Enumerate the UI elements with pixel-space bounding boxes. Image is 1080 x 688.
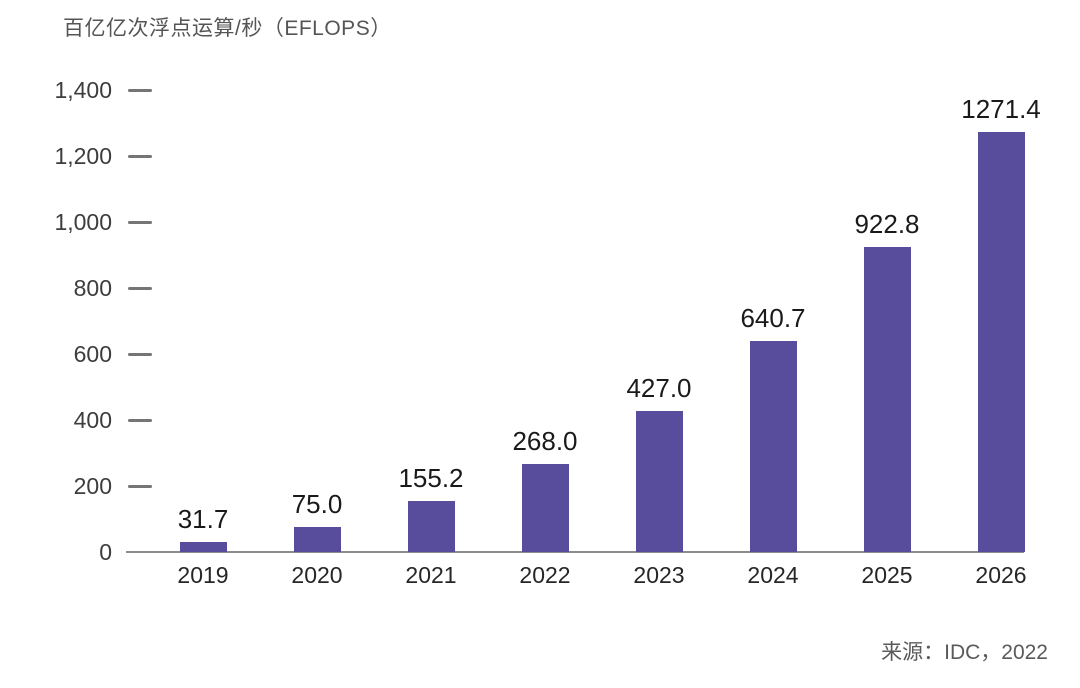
bar-2024 bbox=[749, 340, 797, 552]
y-tick-label: 800 bbox=[73, 275, 112, 301]
y-tick-label: 1,400 bbox=[54, 77, 112, 103]
bar-value-label: 922.8 bbox=[854, 209, 920, 240]
x-category-label: 2025 bbox=[861, 562, 913, 588]
chart-title: 百亿亿次浮点运算/秒（EFLOPS） bbox=[63, 17, 392, 40]
bar-value-label: 155.2 bbox=[398, 462, 464, 493]
y-tick-label: 400 bbox=[73, 407, 112, 433]
y-tick-label: 1,000 bbox=[54, 209, 112, 235]
x-category-label: 2021 bbox=[405, 562, 457, 588]
bar-value-label: 31.7 bbox=[177, 503, 229, 534]
plot-area: 31.7 75.0 155.2 268.0 427.0 640.7 922.8 1271.4 bbox=[126, 90, 1041, 553]
x-category-label: 2024 bbox=[747, 562, 799, 588]
y-tick-label: 1,200 bbox=[54, 143, 112, 169]
y-tick-mark bbox=[128, 88, 152, 92]
y-tick-label: 200 bbox=[73, 473, 112, 499]
bar-2022 bbox=[521, 463, 569, 552]
bar-2023 bbox=[635, 411, 683, 552]
x-category-label: 2022 bbox=[519, 562, 571, 588]
x-category-label: 2026 bbox=[975, 562, 1027, 588]
y-tick-label: 600 bbox=[73, 341, 112, 367]
bar-value-label: 640.7 bbox=[740, 302, 806, 333]
y-tick-label: 0 bbox=[99, 539, 112, 565]
bar-2019 bbox=[179, 541, 227, 552]
bar-value-label: 1271.4 bbox=[961, 94, 1041, 125]
bar-value-label: 427.0 bbox=[626, 373, 692, 404]
x-category-label: 2019 bbox=[177, 562, 229, 588]
bar-2020 bbox=[293, 527, 341, 552]
y-tick-mark bbox=[128, 286, 152, 290]
source-note: 来源：IDC，2022 bbox=[881, 641, 1048, 664]
y-tick-mark bbox=[128, 418, 152, 422]
x-category-label: 2020 bbox=[291, 562, 343, 588]
x-axis-line bbox=[126, 551, 1024, 553]
bar-2025 bbox=[863, 247, 911, 552]
bar-2021 bbox=[407, 500, 455, 552]
bar-value-label: 75.0 bbox=[291, 489, 343, 520]
bar-value-label: 268.0 bbox=[512, 425, 578, 456]
y-tick-mark bbox=[128, 154, 152, 158]
x-category-label: 2023 bbox=[633, 562, 685, 588]
y-tick-mark bbox=[128, 220, 152, 224]
y-tick-mark bbox=[128, 352, 152, 356]
y-tick-mark bbox=[128, 484, 152, 488]
bar-2026 bbox=[977, 132, 1025, 552]
